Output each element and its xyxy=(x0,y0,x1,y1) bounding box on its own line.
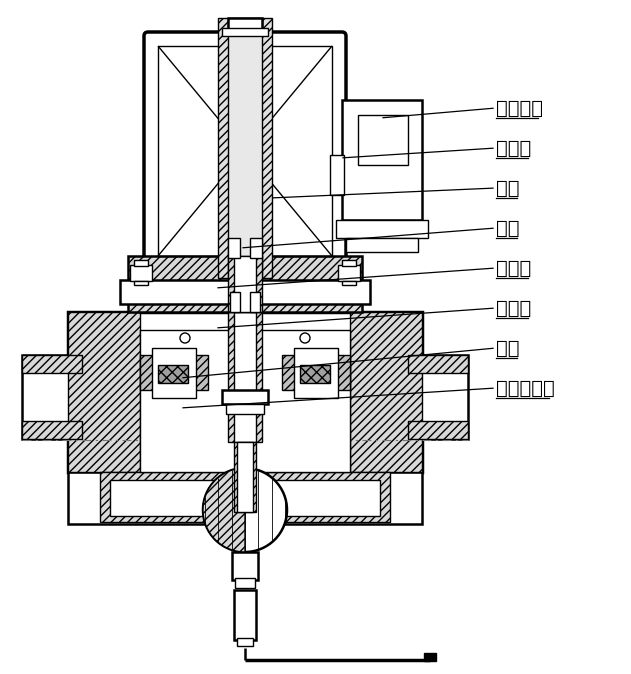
Bar xyxy=(282,355,350,390)
Bar xyxy=(232,552,258,580)
Circle shape xyxy=(300,333,310,343)
Bar xyxy=(408,355,468,373)
Bar xyxy=(237,442,253,512)
Bar xyxy=(68,312,140,472)
Bar xyxy=(22,355,82,373)
Bar xyxy=(140,355,208,390)
Bar xyxy=(228,312,262,442)
Bar xyxy=(336,220,428,238)
Bar xyxy=(234,590,256,640)
Bar xyxy=(294,348,338,398)
Bar xyxy=(234,256,256,312)
Bar xyxy=(68,312,422,472)
Bar xyxy=(346,238,418,252)
Bar xyxy=(110,480,380,516)
Text: 弹簧: 弹簧 xyxy=(496,179,519,197)
Bar xyxy=(234,442,256,512)
Bar xyxy=(22,421,82,439)
Bar xyxy=(228,18,262,30)
Bar xyxy=(234,312,256,442)
Bar xyxy=(158,46,332,256)
Bar xyxy=(230,292,240,312)
Bar xyxy=(300,365,330,383)
Bar xyxy=(222,28,268,36)
Text: 信号反馈器: 信号反馈器 xyxy=(496,379,555,398)
Bar xyxy=(330,155,344,195)
Text: 阀体: 阀体 xyxy=(496,338,519,357)
Bar xyxy=(152,348,196,398)
Bar xyxy=(358,115,408,165)
Bar xyxy=(228,18,262,278)
Bar xyxy=(338,265,360,281)
Bar xyxy=(158,365,188,383)
Bar xyxy=(424,653,436,661)
Bar xyxy=(128,256,362,312)
Bar xyxy=(226,404,264,414)
Bar xyxy=(408,421,468,439)
Text: 卸压孔: 卸压孔 xyxy=(496,259,531,278)
Circle shape xyxy=(203,468,287,552)
Bar xyxy=(408,355,468,439)
Bar xyxy=(134,260,148,266)
Text: 阀盖: 阀盖 xyxy=(496,218,519,237)
Text: 动铁芯: 动铁芯 xyxy=(496,138,531,158)
Bar xyxy=(228,238,240,258)
Bar xyxy=(250,292,260,312)
Wedge shape xyxy=(203,468,245,552)
FancyBboxPatch shape xyxy=(144,32,346,270)
Bar xyxy=(342,260,356,266)
Bar xyxy=(235,578,255,588)
Bar xyxy=(100,472,390,522)
Bar xyxy=(342,281,356,285)
Bar xyxy=(130,265,152,281)
Bar xyxy=(68,472,422,524)
Bar xyxy=(237,638,253,646)
Text: 电磁线圈: 电磁线圈 xyxy=(496,98,543,117)
Bar xyxy=(222,390,268,404)
Circle shape xyxy=(180,333,190,343)
Bar xyxy=(218,18,272,278)
Bar xyxy=(250,238,262,258)
Bar xyxy=(140,330,350,472)
Bar xyxy=(342,100,422,220)
Bar xyxy=(22,355,82,439)
Text: 主阀芯: 主阀芯 xyxy=(496,299,531,317)
Bar xyxy=(134,281,148,285)
Bar xyxy=(350,312,422,472)
Bar xyxy=(228,256,262,312)
Bar xyxy=(120,280,370,304)
